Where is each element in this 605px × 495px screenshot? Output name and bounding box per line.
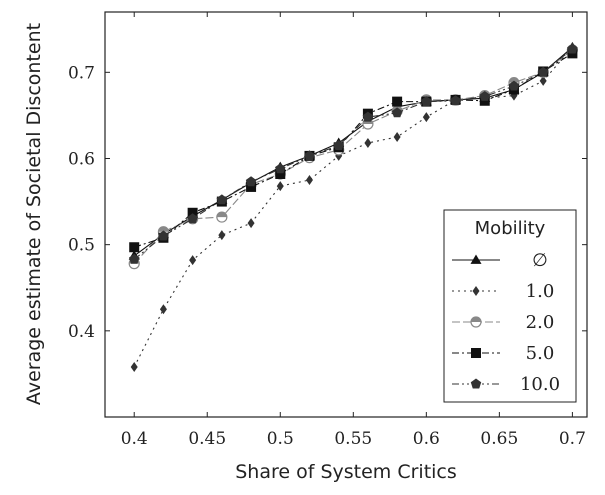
y-axis-title: Average estimate of Societal Discontent — [23, 23, 45, 405]
x-axis: 0.4 0.45 0.5 0.55 0.6 0.65 0.7 — [121, 12, 586, 449]
legend-marker — [470, 254, 482, 264]
x-tick-label: 0.65 — [480, 429, 518, 449]
y-tick-label: 0.5 — [68, 236, 95, 256]
legend-label: 10.0 — [520, 374, 560, 395]
data-point — [218, 230, 226, 241]
data-point — [246, 181, 257, 192]
series-line — [133, 46, 573, 368]
data-point — [304, 150, 315, 161]
series-line — [134, 52, 573, 248]
data-point — [159, 304, 167, 315]
data-point — [189, 255, 197, 266]
y-tick-label: 0.4 — [68, 322, 95, 342]
plot-frame — [104, 11, 588, 418]
data-point — [421, 96, 432, 107]
series-line — [133, 46, 573, 257]
data-point-fill — [508, 77, 519, 83]
data-point — [567, 43, 578, 54]
legend-entry: 5.0 — [452, 343, 554, 364]
x-tick-label: 0.6 — [413, 429, 440, 449]
data-point-fill — [158, 226, 169, 232]
legend-marker-fill — [471, 317, 481, 322]
x-tick-label: 0.7 — [559, 429, 586, 449]
y-axis: 0.4 0.5 0.6 0.7 — [68, 63, 587, 342]
legend-marker — [472, 286, 480, 296]
data-point — [276, 181, 284, 192]
legend-entry: 2.0 — [452, 312, 554, 333]
data-point — [539, 75, 547, 86]
legend-marker — [471, 348, 481, 358]
legend-label: 1.0 — [526, 281, 555, 302]
data-point — [216, 194, 228, 205]
data-point — [275, 169, 286, 179]
x-tick-label: 0.55 — [334, 429, 372, 449]
data-point — [393, 131, 401, 142]
data-point — [187, 213, 198, 224]
data-point — [187, 207, 198, 218]
data-point — [305, 175, 313, 186]
x-tick-label: 0.45 — [188, 429, 226, 449]
data-point — [391, 107, 403, 118]
legend-entries: ∅ 1.0 2.0 5.0 10.0 — [452, 250, 560, 395]
legend-label: 2.0 — [526, 312, 555, 333]
legend-marker — [470, 316, 482, 328]
y-tick-label: 0.6 — [68, 149, 95, 169]
data-point — [537, 66, 549, 77]
data-point — [158, 230, 169, 241]
y-tick-label: 0.7 — [68, 63, 95, 83]
legend-label: 5.0 — [526, 343, 555, 364]
data-point — [362, 111, 374, 122]
legend-marker — [470, 378, 482, 389]
data-point — [128, 253, 140, 264]
legend-title: Mobility — [475, 218, 546, 239]
data-point — [450, 95, 461, 106]
legend-box — [443, 209, 577, 403]
x-tick-label: 0.5 — [267, 429, 294, 449]
series-line — [133, 49, 573, 264]
series-line — [133, 48, 573, 260]
legend-entry: 10.0 — [452, 374, 560, 395]
data-point — [129, 242, 140, 253]
legend-entry: ∅ — [452, 250, 548, 271]
data-point — [508, 80, 520, 91]
data-point — [364, 137, 372, 148]
data-point — [245, 176, 257, 187]
data-point-fill — [216, 212, 227, 218]
data-point — [275, 163, 286, 174]
data-point — [247, 218, 255, 229]
series-layer — [128, 41, 578, 373]
x-tick-label: 0.4 — [121, 429, 148, 449]
x-axis-title: Share of System Critics — [235, 461, 457, 483]
data-point — [216, 211, 228, 223]
data-point — [130, 362, 138, 373]
data-point — [479, 90, 490, 101]
legend-entry: 1.0 — [452, 281, 554, 302]
legend-label: ∅ — [532, 250, 548, 271]
series-5 — [128, 43, 578, 264]
data-point — [422, 112, 430, 123]
data-point — [392, 96, 403, 107]
data-point — [333, 140, 344, 151]
legend: Mobility ∅ 1.0 2.0 5.0 10.0 — [443, 209, 577, 403]
